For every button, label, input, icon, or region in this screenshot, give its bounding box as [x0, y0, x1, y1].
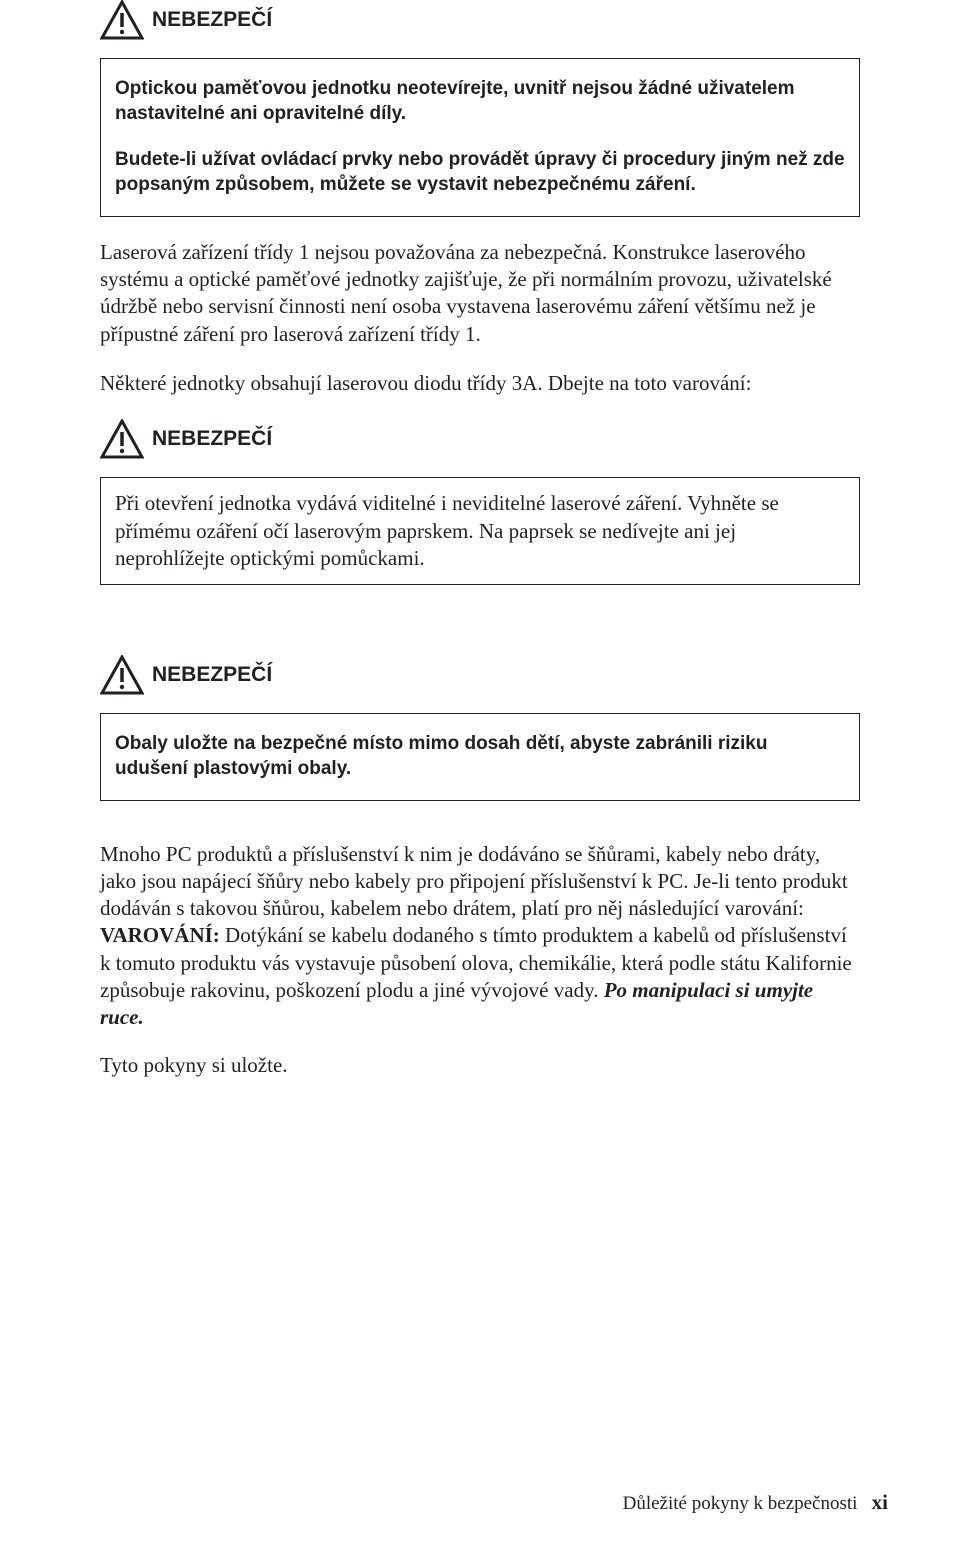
danger-title-3: NEBEZPEČÍ: [152, 663, 272, 687]
page-footer: Důležité pokyny k bezpečnosti xi: [623, 1490, 888, 1515]
warning-triangle-icon: [100, 655, 144, 695]
body-para-3-pre: Mnoho PC produktů a příslušenství k nim …: [100, 842, 848, 921]
danger-title-1: NEBEZPEČÍ: [152, 8, 272, 32]
danger-box-3-p1: Obaly uložte na bezpečné místo mimo dosa…: [115, 732, 845, 781]
danger-box-2: Při otevření jednotka vydává viditelné i…: [100, 477, 860, 585]
danger-box-1-p2: Budete-li užívat ovládací prvky nebo pro…: [115, 148, 845, 197]
danger-header-1: NEBEZPEČÍ: [100, 0, 860, 40]
page-content: NEBEZPEČÍ Optickou paměťovou jednotku ne…: [0, 0, 960, 1079]
page-number: xi: [872, 1490, 888, 1514]
body-para-1: Laserová zařízení třídy 1 nejsou považov…: [100, 239, 860, 348]
warning-triangle-icon: [100, 0, 144, 40]
body-para-4: Tyto pokyny si uložte.: [100, 1052, 860, 1079]
danger-header-2: NEBEZPEČÍ: [100, 419, 860, 459]
danger-title-2: NEBEZPEČÍ: [152, 427, 272, 451]
warning-label: VAROVÁNÍ:: [100, 923, 220, 947]
body-para-3: Mnoho PC produktů a příslušenství k nim …: [100, 841, 860, 1032]
danger-box-2-p1: Při otevření jednotka vydává viditelné i…: [115, 490, 845, 572]
danger-box-3: Obaly uložte na bezpečné místo mimo dosa…: [100, 713, 860, 800]
footer-label: Důležité pokyny k bezpečnosti: [623, 1493, 858, 1514]
warning-triangle-icon: [100, 419, 144, 459]
body-para-2: Některé jednotky obsahují laserovou diod…: [100, 370, 860, 397]
danger-box-1: Optickou paměťovou jednotku neotevírejte…: [100, 58, 860, 217]
danger-header-3: NEBEZPEČÍ: [100, 655, 860, 695]
danger-box-1-p1: Optickou paměťovou jednotku neotevírejte…: [115, 77, 845, 126]
